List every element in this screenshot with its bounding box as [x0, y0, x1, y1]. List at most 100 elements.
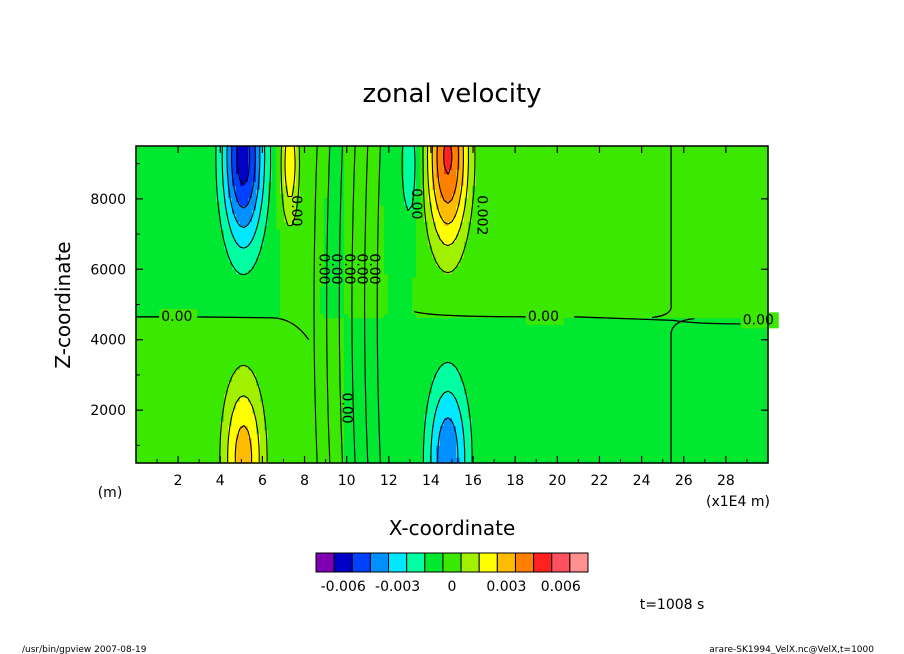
- field-cell: [652, 222, 657, 227]
- field-cell: [620, 194, 625, 199]
- field-cell: [272, 246, 277, 251]
- field-cell: [456, 226, 461, 231]
- chart-title: zonal velocity: [362, 79, 541, 109]
- field-cell: [720, 190, 725, 195]
- field-cell: [644, 154, 649, 159]
- field-cell: [428, 182, 433, 187]
- field-cell: [156, 190, 161, 195]
- field-cell: [580, 206, 585, 211]
- field-cell: [500, 218, 505, 223]
- field-cell: [320, 262, 325, 267]
- field-cell: [668, 254, 673, 259]
- field-cell: [432, 270, 437, 275]
- field-cell: [240, 210, 245, 215]
- field-cell: [296, 266, 301, 271]
- field-cell: [628, 250, 633, 255]
- field-cell: [252, 186, 257, 191]
- field-cell: [272, 186, 277, 191]
- field-cell: [152, 202, 157, 207]
- field-cell: [344, 246, 349, 251]
- field-cell: [728, 210, 733, 215]
- field-cell: [444, 190, 449, 195]
- field-cell: [188, 186, 193, 191]
- field-cell: [288, 242, 293, 247]
- field-cell: [296, 150, 301, 155]
- field-cell: [152, 234, 157, 239]
- field-cell: [180, 150, 185, 155]
- field-cell: [416, 238, 421, 243]
- field-cell: [644, 222, 649, 227]
- field-cell: [560, 146, 565, 151]
- field-cell: [200, 206, 205, 211]
- field-cell: [712, 226, 717, 231]
- field-cell: [504, 246, 509, 251]
- field-cell: [324, 238, 329, 243]
- field-cell: [688, 198, 693, 203]
- field-cell: [696, 206, 701, 211]
- field-cell: [512, 230, 517, 235]
- field-cell: [732, 202, 737, 207]
- field-cell: [488, 182, 493, 187]
- field-cell: [140, 226, 145, 231]
- field-cell: [152, 270, 157, 275]
- field-cell: [488, 226, 493, 231]
- field-cell: [300, 158, 305, 163]
- field-cell: [232, 182, 237, 187]
- field-cell: [432, 242, 437, 247]
- field-cell: [596, 254, 601, 259]
- field-cell: [732, 198, 737, 203]
- field-cell: [648, 262, 653, 267]
- field-cell: [348, 202, 353, 207]
- field-cell: [632, 266, 637, 271]
- field-cell: [652, 162, 657, 167]
- field-cell: [668, 218, 673, 223]
- field-cell: [324, 222, 329, 227]
- field-cell: [744, 174, 749, 179]
- field-cell: [592, 246, 597, 251]
- field-cell: [444, 150, 449, 155]
- field-cell: [632, 214, 637, 219]
- field-cell: [504, 194, 509, 199]
- field-cell: [724, 166, 729, 171]
- field-cell: [544, 210, 549, 215]
- field-cell: [436, 162, 441, 167]
- field-cell: [524, 234, 529, 239]
- field-cell: [544, 246, 549, 251]
- field-cell: [584, 198, 589, 203]
- field-cell: [724, 198, 729, 203]
- field-cell: [664, 174, 669, 179]
- field-cell: [752, 166, 757, 171]
- field-cell: [228, 166, 233, 171]
- field-cell: [424, 206, 429, 211]
- field-cell: [384, 186, 389, 191]
- field-cell: [512, 162, 517, 167]
- field-cell: [536, 214, 541, 219]
- field-cell: [488, 198, 493, 203]
- field-cell: [644, 210, 649, 215]
- field-cell: [344, 198, 349, 203]
- field-cell: [516, 194, 521, 199]
- field-cell: [192, 230, 197, 235]
- field-cell: [404, 230, 409, 235]
- field-cell: [572, 218, 577, 223]
- field-cell: [476, 194, 481, 199]
- field-cell: [564, 174, 569, 179]
- field-cell: [716, 234, 721, 239]
- field-cell: [408, 186, 413, 191]
- field-cell: [608, 246, 613, 251]
- field-cell: [704, 254, 709, 259]
- field-cell: [380, 210, 385, 215]
- field-cell: [164, 246, 169, 251]
- field-cell: [744, 190, 749, 195]
- field-cell: [632, 202, 637, 207]
- field-cell: [348, 258, 353, 263]
- field-cell: [740, 206, 745, 211]
- field-cell: [136, 190, 141, 195]
- field-cell: [420, 174, 425, 179]
- field-cell: [424, 162, 429, 167]
- field-cell: [728, 166, 733, 171]
- field-cell: [328, 162, 333, 167]
- field-cell: [252, 146, 257, 151]
- field-cell: [332, 182, 337, 187]
- field-cell: [316, 170, 321, 175]
